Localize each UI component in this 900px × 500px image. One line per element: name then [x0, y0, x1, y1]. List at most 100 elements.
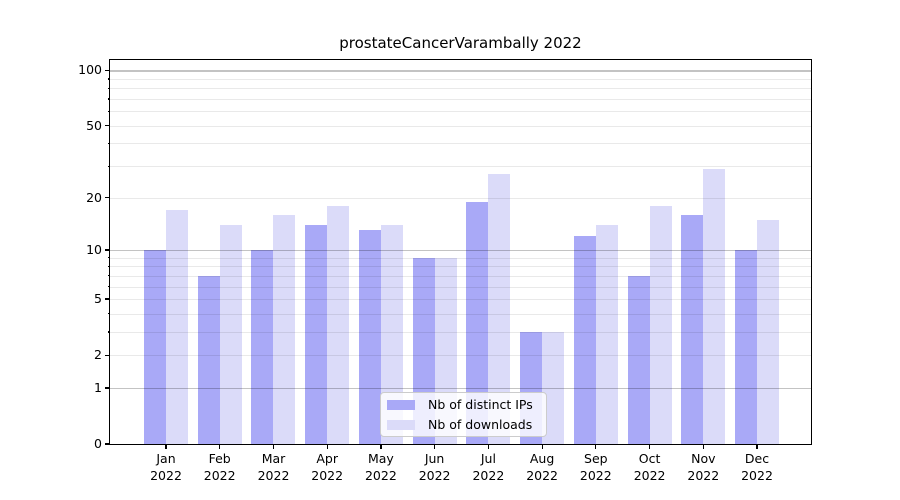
y-minor-tick-mark	[107, 265, 110, 267]
bar-downloads-mar	[273, 214, 296, 444]
gridline-minor	[110, 125, 811, 127]
bar-downloads-sep	[595, 224, 618, 444]
gridline-minor	[110, 266, 811, 268]
gridline-minor	[110, 98, 811, 101]
gridline-minor	[110, 78, 811, 80]
y-tick-label: 0	[94, 436, 102, 451]
x-tick-mark	[487, 444, 489, 449]
gridline-major	[110, 249, 811, 252]
y-minor-tick-mark	[107, 313, 110, 315]
y-tick-mark	[105, 354, 110, 356]
x-tick-label-oct: Oct 2022	[633, 451, 666, 483]
bar-downloads-dec	[757, 219, 780, 444]
gridline-minor	[110, 143, 811, 145]
y-minor-tick-mark	[107, 331, 110, 333]
y-tick-mark	[105, 125, 110, 127]
legend-item: Nb of distinct IPs	[387, 397, 538, 412]
bar-downloads-jan	[166, 210, 188, 444]
y-minor-tick-mark	[107, 286, 110, 288]
gridline-minor	[110, 111, 811, 113]
y-tick-mark	[105, 69, 110, 72]
x-tick-mark	[165, 444, 167, 449]
x-tick-mark	[326, 444, 328, 449]
gridline-minor	[110, 166, 811, 168]
legend-item-label: Nb of distinct IPs	[428, 397, 533, 412]
x-tick-mark	[380, 444, 382, 449]
x-tick-mark	[595, 444, 597, 449]
y-tick-label: 5	[94, 290, 102, 306]
bar-downloads-apr	[327, 205, 350, 444]
y-tick-label: 1	[94, 379, 102, 395]
x-tick-mark	[272, 444, 275, 449]
gridline-minor	[110, 331, 811, 333]
x-tick-mark	[541, 444, 543, 449]
gridline-minor	[110, 298, 811, 301]
x-tick-label-sep: Sep 2022	[579, 451, 612, 483]
y-minor-tick-mark	[107, 257, 110, 259]
bar-distinct-ips-feb	[197, 275, 220, 444]
gridline-minor	[110, 313, 811, 315]
bar-distinct-ips-mar	[251, 249, 274, 444]
legend-swatch-distinct-ips	[387, 399, 415, 410]
x-tick-label-may: May 2022	[364, 451, 397, 483]
y-minor-tick-mark	[107, 165, 110, 167]
x-tick-label-jan: Jan 2022	[150, 451, 182, 483]
y-tick-mark	[105, 443, 110, 445]
x-tick-label-mar: Mar 2022	[257, 451, 290, 483]
legend: Nb of distinct IPs Nb of downloads	[380, 392, 547, 437]
y-tick-label: 20	[86, 189, 102, 205]
y-tick-mark	[105, 298, 110, 300]
x-tick-label-jul: Jul 2022	[472, 451, 505, 483]
bar-downloads-jul	[488, 174, 511, 444]
y-tick-label: 2	[94, 347, 102, 363]
bar-distinct-ips-apr	[305, 224, 328, 444]
y-minor-tick-mark	[107, 98, 110, 100]
y-minor-tick-mark	[107, 110, 110, 112]
chart-title: prostateCancerVarambally 2022	[339, 34, 582, 52]
x-tick-label-nov: Nov 2022	[687, 451, 720, 483]
x-tick-mark	[756, 444, 758, 449]
x-tick-label-feb: Feb 2022	[203, 451, 236, 483]
x-tick-label-dec: Dec 2022	[741, 451, 773, 483]
gridline-minor	[110, 257, 811, 259]
x-tick-mark	[702, 444, 704, 449]
gridline-minor	[110, 197, 811, 199]
bar-downloads-nov	[703, 168, 726, 444]
x-tick-mark	[434, 444, 436, 449]
x-tick-label-aug: Aug 2022	[526, 451, 558, 483]
gridline-minor	[110, 355, 811, 357]
legend-swatch-downloads	[387, 419, 415, 430]
y-minor-tick-mark	[107, 142, 110, 145]
bar-downloads-aug	[542, 331, 565, 444]
y-tick-label: 10	[86, 241, 102, 257]
gridline-minor	[110, 286, 811, 288]
y-tick-mark	[105, 387, 110, 389]
legend-item: Nb of downloads	[387, 417, 538, 432]
y-tick-mark	[105, 249, 110, 251]
bar-distinct-ips-jul	[466, 201, 489, 444]
gridline-minor	[110, 275, 811, 277]
x-tick-label-jun: Jun 2022	[418, 451, 451, 483]
y-minor-tick-mark	[107, 275, 110, 277]
y-minor-tick-mark	[107, 78, 110, 80]
legend-item-label: Nb of downloads	[428, 417, 533, 432]
y-tick-label: 50	[86, 117, 102, 133]
bar-distinct-ips-sep	[573, 236, 596, 444]
bar-distinct-ips-may	[358, 230, 381, 444]
x-tick-label-apr: Apr 2022	[311, 451, 344, 483]
x-tick-mark	[648, 444, 651, 449]
gridline-minor	[110, 88, 811, 90]
bar-distinct-ips-jan	[144, 249, 166, 444]
y-minor-tick-mark	[107, 87, 110, 89]
y-tick-label: 100	[78, 62, 102, 78]
x-tick-mark	[219, 444, 221, 449]
gridline-major	[110, 387, 811, 390]
bar-downloads-oct	[649, 205, 672, 444]
bar-distinct-ips-nov	[681, 214, 704, 444]
bar-distinct-ips-oct	[627, 275, 650, 444]
plot-area	[110, 60, 811, 444]
bar-distinct-ips-dec	[735, 249, 758, 444]
y-tick-mark	[105, 196, 110, 199]
gridline-major	[110, 70, 811, 72]
